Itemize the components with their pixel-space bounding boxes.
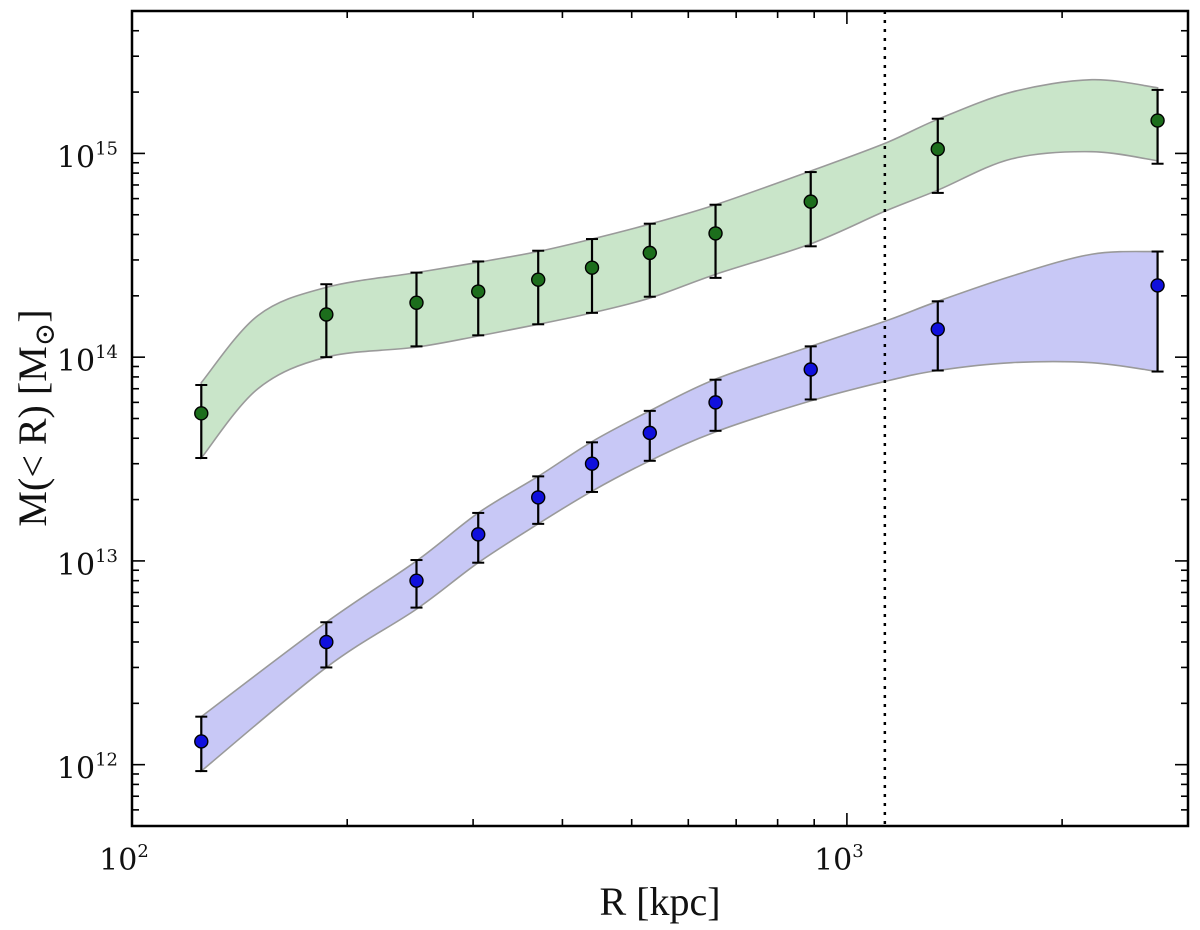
- uncertainty-bands: [200, 78, 1159, 773]
- data-point-blue: [531, 490, 546, 505]
- y-tick-label-exponent: 12: [95, 750, 118, 771]
- y-axis-label-close: ]: [10, 309, 55, 322]
- data-point-green: [409, 295, 424, 310]
- x-axis-label: R [kpc]: [599, 879, 720, 924]
- data-point-blue: [1150, 278, 1165, 293]
- y-axis-label-sub: ⊙: [30, 323, 61, 346]
- data-point-green: [803, 194, 818, 209]
- y-tick-label-exponent: 15: [95, 138, 118, 159]
- y-tick-label: 1013: [57, 546, 118, 583]
- data-point-blue: [930, 322, 945, 337]
- data-point-blue: [194, 734, 209, 749]
- y-tick-label-base: 10: [57, 752, 95, 787]
- x-tick-label-base: 10: [99, 843, 137, 878]
- data-point-blue: [584, 456, 600, 471]
- data-point-blue: [642, 425, 657, 441]
- x-tick-label: 102: [99, 841, 149, 878]
- data-point-green: [930, 141, 945, 157]
- data-point-green: [1150, 113, 1165, 128]
- data-point-blue: [409, 573, 424, 588]
- data-point-blue: [471, 527, 486, 542]
- y-tick-label-base: 10: [57, 344, 95, 379]
- y-axis-label: M(< R) [M⊙]: [10, 309, 61, 526]
- x-tick-label-exponent: 2: [137, 841, 148, 862]
- y-tick-label: 1014: [57, 342, 118, 379]
- data-point-green: [471, 284, 486, 299]
- y-tick-label: 1012: [57, 750, 118, 787]
- data-point-green: [319, 307, 334, 322]
- data-point-blue: [319, 634, 334, 650]
- y-axis-label-main: M(< R) [M: [10, 346, 55, 526]
- data-point-green: [642, 245, 657, 261]
- data-point-blue: [708, 395, 723, 410]
- data-points: [194, 113, 1165, 749]
- data-point-green: [531, 272, 546, 287]
- y-tick-label-base: 10: [57, 548, 95, 583]
- y-tick-label-exponent: 13: [95, 546, 118, 567]
- x-tick-label: 103: [814, 841, 864, 878]
- x-tick-label-base: 10: [814, 843, 852, 878]
- data-point-green: [194, 406, 209, 421]
- data-point-green: [584, 260, 600, 275]
- x-tick-label-exponent: 3: [852, 841, 863, 862]
- data-point-green: [708, 226, 723, 241]
- y-tick-label-exponent: 14: [95, 342, 118, 363]
- plot-frame: [130, 9, 1190, 828]
- y-tick-label-base: 10: [57, 140, 95, 175]
- y-tick-label: 1015: [57, 138, 118, 175]
- data-point-blue: [803, 362, 818, 377]
